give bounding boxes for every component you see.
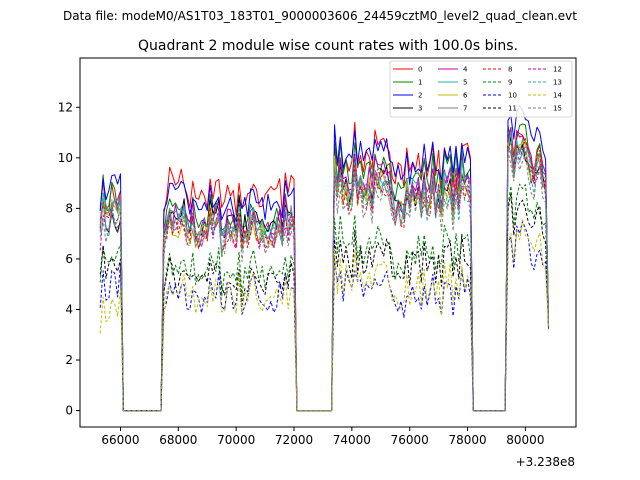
x-axis-offset-label: +3.238e8 (516, 455, 575, 469)
legend-label-3: 3 (418, 105, 422, 113)
y-tick-label: 10 (58, 151, 73, 165)
x-tick-label: 78000 (448, 433, 486, 447)
legend-label-15: 15 (553, 105, 562, 113)
x-tick-label: 74000 (333, 433, 371, 447)
y-tick-label: 6 (65, 252, 73, 266)
legend-label-6: 6 (463, 92, 468, 100)
legend-label-5: 5 (463, 79, 467, 87)
y-tick-label: 4 (65, 302, 73, 316)
series-layer (99, 105, 549, 412)
legend-label-4: 4 (463, 66, 468, 74)
legend-label-13: 13 (553, 79, 562, 87)
y-tick-label: 0 (65, 404, 73, 418)
y-tick-label: 12 (58, 100, 73, 114)
legend-label-12: 12 (553, 66, 562, 74)
y-tick-label: 2 (65, 353, 73, 367)
legend-label-10: 10 (508, 92, 517, 100)
plot-area (79, 57, 577, 428)
legend-frame (389, 60, 573, 118)
legend-label-1: 1 (418, 79, 422, 87)
figure-suptitle: Data file: modeM0/AS1T03_183T01_90000036… (63, 9, 577, 23)
y-tick-label: 8 (65, 201, 73, 215)
x-tick-label: 70000 (217, 433, 255, 447)
legend-label-8: 8 (508, 66, 512, 74)
x-axis-ticks: 66000 68000 70000 72000 74000 76000 78000 80000 (101, 427, 544, 447)
legend-label-14: 14 (553, 92, 562, 100)
x-tick-label: 80000 (506, 433, 544, 447)
legend-label-7: 7 (463, 105, 467, 113)
x-tick-label: 72000 (275, 433, 313, 447)
x-tick-label: 68000 (159, 433, 197, 447)
x-tick-label: 66000 (101, 433, 139, 447)
chart-title: Quadrant 2 module wise count rates with … (138, 38, 518, 54)
series-line-15 (99, 151, 549, 412)
legend-label-11: 11 (508, 105, 517, 113)
legend-label-2: 2 (418, 92, 422, 100)
x-tick-label: 76000 (391, 433, 429, 447)
y-axis-ticks: 0 2 4 6 8 10 12 (58, 100, 80, 418)
legend-label-0: 0 (418, 66, 422, 74)
legend-label-9: 9 (508, 79, 512, 87)
